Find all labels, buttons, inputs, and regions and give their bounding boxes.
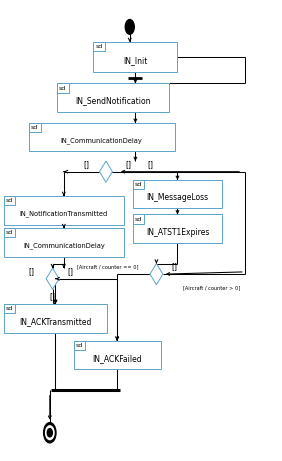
Text: IN_MessageLoss: IN_MessageLoss [146, 193, 209, 202]
FancyBboxPatch shape [57, 83, 69, 93]
FancyBboxPatch shape [29, 123, 175, 152]
FancyBboxPatch shape [3, 228, 15, 237]
FancyBboxPatch shape [133, 180, 144, 189]
Circle shape [125, 19, 134, 34]
FancyBboxPatch shape [93, 42, 105, 51]
FancyBboxPatch shape [3, 304, 107, 332]
FancyBboxPatch shape [93, 42, 177, 72]
Text: sd: sd [31, 125, 38, 130]
Text: sd: sd [96, 44, 103, 49]
Text: []: [] [83, 160, 89, 169]
Text: [Aircraft / counter == 0]: [Aircraft / counter == 0] [77, 264, 138, 269]
FancyBboxPatch shape [3, 304, 15, 313]
Text: sd: sd [6, 230, 13, 235]
FancyBboxPatch shape [29, 123, 41, 132]
Polygon shape [100, 161, 113, 182]
Text: []: [] [172, 262, 178, 272]
FancyBboxPatch shape [3, 196, 124, 225]
FancyBboxPatch shape [133, 214, 222, 243]
Text: IN_Init: IN_Init [123, 56, 147, 65]
FancyBboxPatch shape [74, 341, 85, 350]
FancyBboxPatch shape [3, 228, 124, 257]
FancyBboxPatch shape [133, 214, 144, 224]
FancyBboxPatch shape [74, 341, 161, 369]
Text: sd: sd [59, 86, 66, 90]
FancyBboxPatch shape [133, 180, 222, 208]
Text: IN_CommunicationDelay: IN_CommunicationDelay [23, 242, 105, 249]
Text: []: [] [50, 292, 56, 301]
FancyBboxPatch shape [57, 83, 169, 112]
Circle shape [44, 423, 56, 443]
Text: IN_ACKFailed: IN_ACKFailed [92, 354, 142, 363]
Polygon shape [150, 264, 163, 285]
Circle shape [46, 426, 54, 440]
Circle shape [47, 429, 52, 437]
Text: sd: sd [76, 343, 83, 348]
Text: IN_CommunicationDelay: IN_CommunicationDelay [61, 137, 143, 144]
Text: sd: sd [6, 306, 13, 311]
Text: sd: sd [6, 198, 13, 203]
Text: []: [] [125, 160, 131, 169]
Text: IN_NotificationTransmitted: IN_NotificationTransmitted [20, 210, 108, 217]
Text: sd: sd [135, 182, 142, 187]
Text: IN_ACKTransmitted: IN_ACKTransmitted [19, 317, 92, 326]
FancyBboxPatch shape [3, 196, 15, 205]
Text: []: [] [68, 267, 74, 276]
Text: []: [] [148, 160, 154, 169]
Polygon shape [46, 268, 59, 290]
Text: IN_ATST1Expires: IN_ATST1Expires [146, 228, 209, 236]
Text: IN_SendNotification: IN_SendNotification [75, 97, 151, 106]
Text: [Aircraft / counter > 0]: [Aircraft / counter > 0] [182, 285, 240, 290]
Text: sd: sd [135, 217, 142, 221]
Text: []: [] [28, 267, 35, 276]
